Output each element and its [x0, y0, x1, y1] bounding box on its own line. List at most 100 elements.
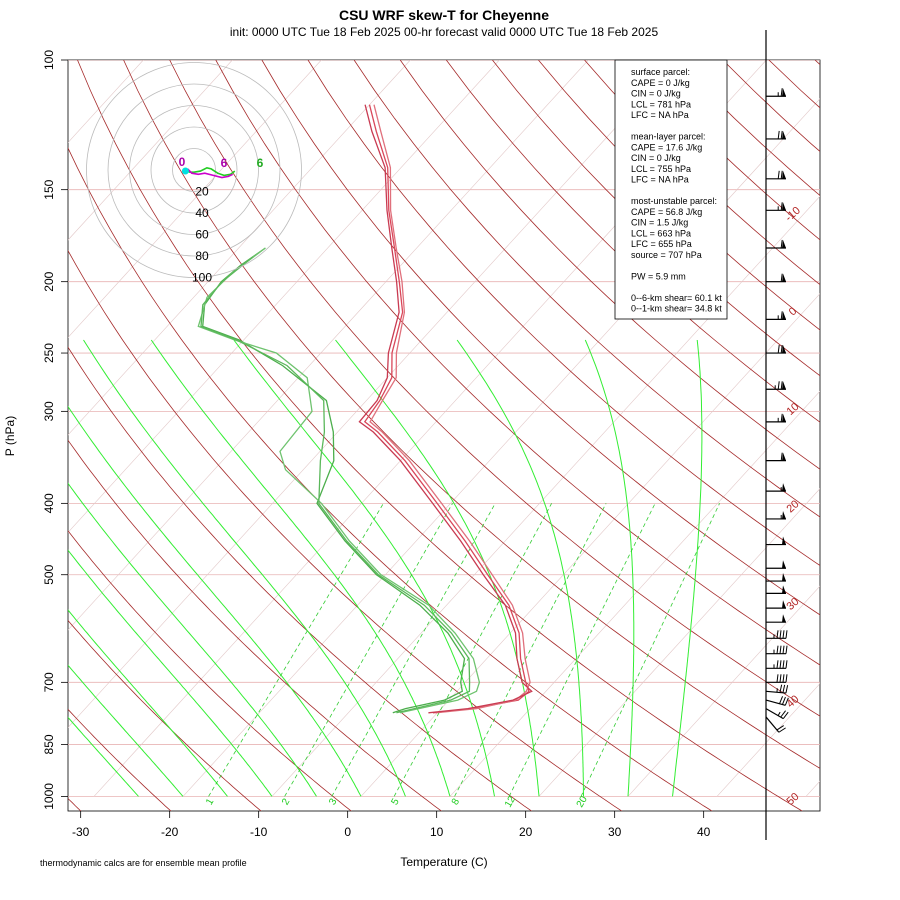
x-tick-label: 10 [430, 825, 444, 839]
wind-barb-feather [785, 685, 789, 694]
dry-adiabat [722, 60, 820, 152]
info-box-line: CIN = 0 J/kg [631, 89, 681, 99]
dry-adiabat [307, 60, 820, 567]
dry-adiabat [68, 249, 623, 811]
dry-adiabat [123, 60, 820, 769]
hodograph-ring [86, 62, 302, 278]
x-tick-label: -30 [72, 825, 90, 839]
isotherm-label: 30 [784, 596, 801, 613]
info-box-line: most-unstable parcel: [631, 196, 717, 206]
wind-barb-flag [782, 614, 786, 623]
y-tick-label: 250 [42, 343, 56, 363]
wind-barb-feather [780, 273, 783, 282]
wind-barb [766, 674, 788, 683]
isotherm-line [627, 585, 820, 797]
wind-barb [766, 660, 788, 669]
moist-adiabat [68, 716, 139, 797]
x-tick-label: 0 [344, 825, 351, 839]
moist-adiabat [68, 405, 362, 797]
wind-barb-flag [782, 130, 786, 139]
wind-barb-feather [780, 170, 783, 179]
hodograph-storm-marker [181, 167, 189, 175]
dry-adiabat [861, 60, 900, 812]
wind-barb-feather [776, 645, 779, 654]
wind-barb-feather [777, 170, 780, 179]
wind-barb-feather [779, 696, 784, 704]
hodograph-ring [107, 83, 281, 257]
moist-adiabat [68, 482, 317, 797]
wind-barb-feather [782, 645, 785, 654]
wind-barb-feather [776, 630, 779, 639]
x-axis: -30 -20 -10 0 10 20 30 40 Temperature (C) [72, 811, 711, 869]
wind-barb [766, 170, 786, 180]
isotherm-line [271, 195, 820, 797]
wind-barb [766, 88, 786, 97]
info-box-line: mean-layer parcel: [631, 132, 706, 142]
isotherm-line [68, 60, 411, 436]
moist-adiabat [68, 609, 228, 797]
dry-adiabat [261, 60, 820, 616]
wind-barb-feather [776, 674, 779, 683]
footnote: thermodynamic calcs are for ensemble mea… [40, 858, 247, 868]
wind-barb [765, 684, 789, 694]
hodograph-ring-label: 80 [195, 249, 209, 263]
wind-barb-feather [784, 697, 789, 706]
isotherm-line [538, 488, 820, 797]
wind-barb-feather [777, 381, 780, 390]
wind-barb-feather [779, 684, 783, 693]
background-grid [68, 60, 900, 812]
hodograph-segment-label: 6 [257, 156, 264, 170]
dry-adiabat [353, 60, 820, 518]
y-tick-label: 700 [42, 672, 56, 692]
wind-barb-feather [785, 630, 788, 639]
dewpoint-line [200, 256, 471, 714]
wind-barb [766, 630, 788, 639]
wind-barb-feather [780, 311, 783, 320]
wind-barb-feather [782, 660, 785, 669]
wind-barb-feather [780, 344, 783, 354]
wind-barb-flag [782, 452, 786, 461]
wind-barb [766, 239, 786, 249]
y-tick-label: 1000 [42, 783, 56, 810]
dry-adiabat [814, 60, 820, 66]
wind-barb-feather [782, 674, 785, 683]
info-box-line: surface parcel: [631, 67, 690, 77]
isotherm-line [449, 390, 820, 797]
x-tick-label: 30 [608, 825, 622, 839]
wind-barb-feather [776, 725, 784, 731]
moist-adiabat [456, 339, 584, 797]
wind-barb-feather [781, 696, 786, 705]
wind-barb-feather [780, 381, 783, 390]
wind-barb [766, 536, 786, 546]
profiles [197, 104, 533, 714]
moist-adiabat [335, 339, 540, 797]
wind-barb-flag [782, 573, 786, 582]
wind-barb-flag [782, 273, 786, 282]
mixing-ratio-line [284, 503, 453, 797]
wind-barb [766, 573, 786, 582]
temperature-line [363, 104, 530, 714]
wind-barb-feather [780, 88, 783, 97]
mixing-ratio-label: 8 [450, 796, 463, 807]
wind-barbs [765, 88, 789, 733]
y-tick-label: 400 [42, 493, 56, 513]
wind-barb [765, 708, 789, 720]
wind-barb [766, 483, 786, 492]
mixing-ratio-label: 12 [503, 794, 518, 810]
x-axis-label: Temperature (C) [400, 855, 487, 869]
temperature-line [369, 104, 531, 714]
chart-title: CSU WRF skew-T for Cheyenne [339, 7, 549, 23]
wind-barb-feather [782, 711, 789, 719]
wind-barb [766, 273, 786, 283]
info-box-line: LFC = NA hPa [631, 175, 689, 185]
info-box-line: source = 707 hPa [631, 250, 702, 260]
moist-adiabat [68, 549, 273, 797]
wind-barb-feather [776, 660, 779, 669]
isotherm-line [68, 60, 322, 338]
wind-barb-flag [782, 510, 786, 519]
hodograph-ring-label: 60 [195, 228, 209, 242]
wind-barb [766, 413, 786, 423]
wind-barb-flag [782, 413, 786, 422]
